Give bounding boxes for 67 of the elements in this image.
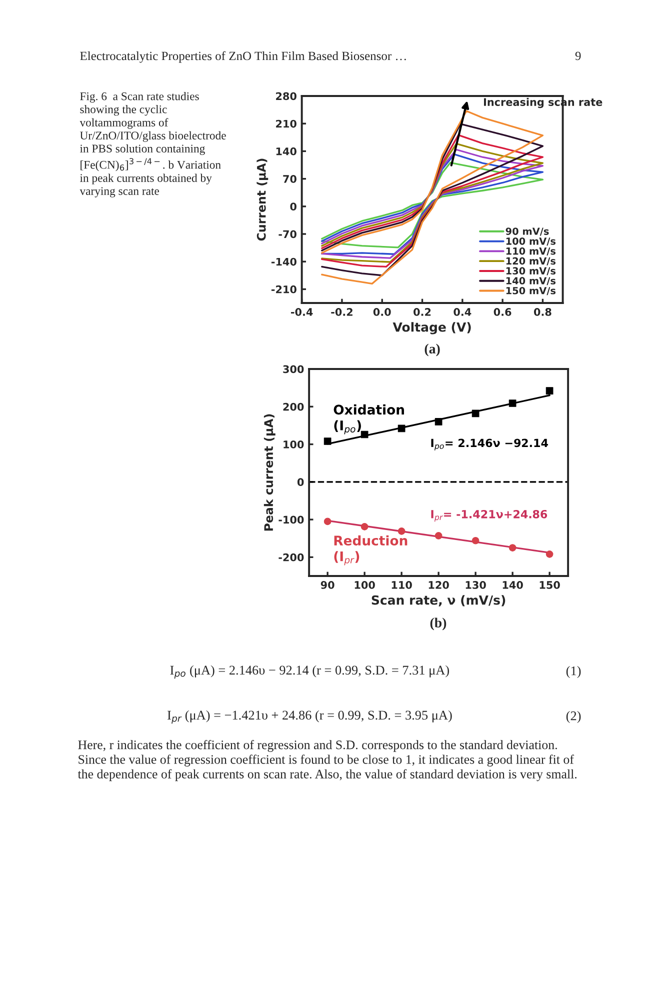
x-axis-title: Voltage (V)	[392, 322, 471, 334]
y-tick-label: 70	[283, 175, 296, 183]
point	[508, 400, 516, 407]
x-tick-label: 0.4	[454, 308, 472, 316]
legend-label: 90 mV/s	[506, 228, 549, 236]
y-tick-label: -70	[278, 230, 296, 238]
x-tick-label: 0.2	[414, 308, 431, 316]
point	[360, 523, 368, 530]
text: (a)	[424, 344, 440, 356]
point	[508, 544, 516, 552]
x-tick-label: -0.4	[291, 308, 313, 316]
text: Electrocatalytic Properties of ZnO Thin Film Based Biosensor …	[80, 51, 406, 63]
x-tick-label: 110	[392, 581, 412, 589]
y-tick-label: 100	[284, 440, 304, 448]
point	[546, 387, 554, 395]
series-label: I$_{pr}$= -1.421ν+24.86	[431, 510, 548, 522]
text: 9	[575, 52, 581, 60]
y-tick-label: 210	[276, 120, 296, 128]
point	[324, 518, 332, 526]
legend-label: 130 mV/s	[506, 267, 556, 276]
x-tick-label: 120	[428, 581, 449, 589]
x-tick-label: 140	[502, 581, 523, 589]
y-tick-label: -100	[278, 516, 304, 524]
series-label: Reduction (I$_{pr}$)	[334, 535, 408, 566]
text: I$_{po}$ (μA) = 2.146υ − 92.14 (r = 0.99, S.D. = 7.31 μA)	[170, 665, 449, 679]
point	[398, 528, 406, 535]
x-tick-label: 0.0	[373, 308, 391, 316]
point	[472, 536, 480, 544]
y-tick-label: -210	[271, 285, 296, 294]
point	[434, 418, 442, 426]
x-tick-label: 150	[540, 581, 560, 589]
legend-label: 120 mV/s	[506, 257, 556, 266]
y-tick-label: 0	[297, 478, 304, 486]
point	[398, 424, 406, 432]
y-tick-label: 300	[283, 365, 304, 374]
text: (2)	[566, 711, 581, 723]
text: (1)	[566, 666, 581, 678]
legend-label: 140 mV/s	[506, 277, 556, 286]
y-tick-label: 0	[290, 202, 296, 211]
legend-label: 150 mV/s	[506, 286, 556, 296]
text: Fig. 6 a Scan rate studies showing the cyclic voltammograms of Ur/ZnO/ITO/glass bioelectrode in PBS solution containing [Fe(CN)$_{6}$]$^{3−/4−}$. b Variation in peak currents obtained by varying scan rate	[80, 92, 226, 198]
y-tick-label: 200	[283, 402, 304, 411]
legend-label: 110 mV/s	[506, 247, 556, 256]
text: I$_{pr}$ (μA) = −1.421υ + 24.86 (r = 0.99, S.D. = 3.95 μA)	[168, 710, 452, 724]
series-label: Oxidation (I$_{po}$)	[334, 404, 404, 434]
y-tick-label: 280	[276, 92, 296, 100]
y-tick-label: 140	[276, 147, 296, 156]
point	[546, 550, 554, 558]
x-tick-label: 130	[466, 581, 486, 589]
y-tick-label: -200	[278, 553, 304, 562]
series-label: I$_{po}$= 2.146ν −92.14	[431, 438, 548, 450]
x-tick-label: -0.2	[331, 308, 352, 316]
point	[324, 438, 332, 445]
x-tick-label: 0.6	[494, 308, 512, 316]
text: Here, r indicates the coefficient of regression and S.D. corresponds to the standard deviation. Since the value of regression coefficient is found to be close to 1, it indicates a good linear fit of the dependence of peak currents on scan rate. Also, the value of standard deviation is very small.	[78, 740, 577, 782]
y-axis-title: Current (μA)	[256, 158, 268, 241]
legend-label: 100 mV/s	[506, 237, 556, 246]
point	[360, 430, 368, 438]
x-axis-title: Scan rate, ν (mV/s)	[372, 595, 506, 606]
x-tick-label: 90	[320, 581, 334, 589]
y-tick-label: -140	[271, 258, 296, 266]
text: (b)	[430, 618, 446, 630]
point	[472, 410, 480, 418]
x-tick-label: 100	[354, 581, 375, 589]
point	[434, 532, 442, 540]
x-tick-label: 0.8	[534, 308, 552, 316]
y-axis-title: Peak current (μA)	[264, 414, 276, 531]
